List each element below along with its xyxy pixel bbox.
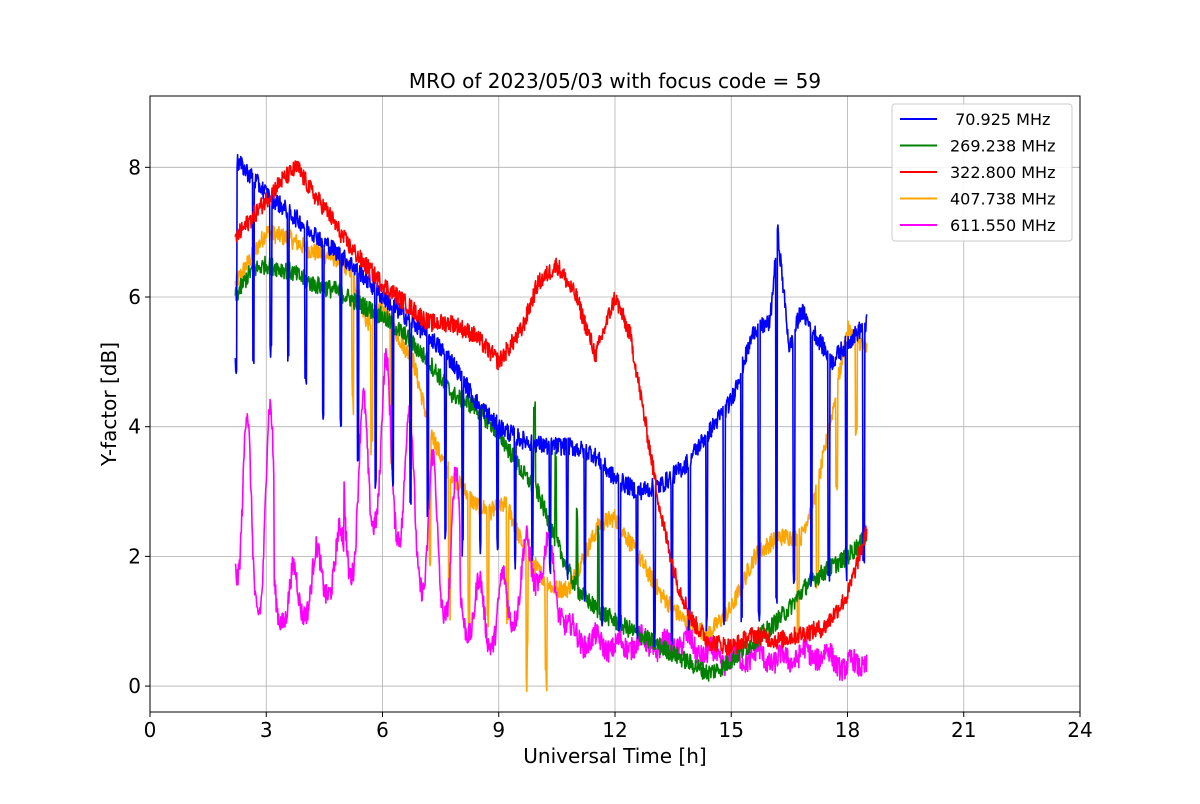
legend-box [891, 103, 1073, 242]
y-tick-label: 0 [128, 674, 141, 698]
series-line-2 [234, 160, 868, 656]
x-tick-label: 12 [602, 718, 627, 742]
legend-label: 611.550 MHz [950, 216, 1055, 235]
x-tick-label: 18 [835, 718, 860, 742]
series-line-0 [234, 153, 868, 648]
x-tick-label: 6 [376, 718, 389, 742]
legend: 70.925 MHz 269.238 MHz 322.800 MHz 407.738 … [891, 103, 1073, 242]
legend-label: 322.800 MHz [950, 163, 1055, 182]
chart-title: MRO of 2023/05/03 with focus code = 59 [409, 69, 821, 93]
legend-label: 70.925 MHz [950, 110, 1050, 129]
legend-label: 407.738 MHz [950, 190, 1055, 209]
y-tick-label: 2 [128, 544, 141, 568]
x-tick-label: 15 [719, 718, 744, 742]
y-tick-label: 6 [128, 285, 141, 309]
y-tick-label: 4 [128, 415, 141, 439]
x-tick-label: 3 [260, 718, 273, 742]
x-tick-label: 9 [492, 718, 505, 742]
x-axis-label: Universal Time [h] [523, 744, 706, 768]
x-tick-label: 21 [951, 718, 976, 742]
legend-label: 269.238 MHz [950, 137, 1055, 156]
x-tick-label: 0 [144, 718, 157, 742]
series-layer [234, 153, 868, 692]
y-tick-label: 8 [128, 155, 141, 179]
y-axis-label: Y-factor [dB] [97, 342, 121, 467]
x-tick-label: 24 [1067, 718, 1092, 742]
